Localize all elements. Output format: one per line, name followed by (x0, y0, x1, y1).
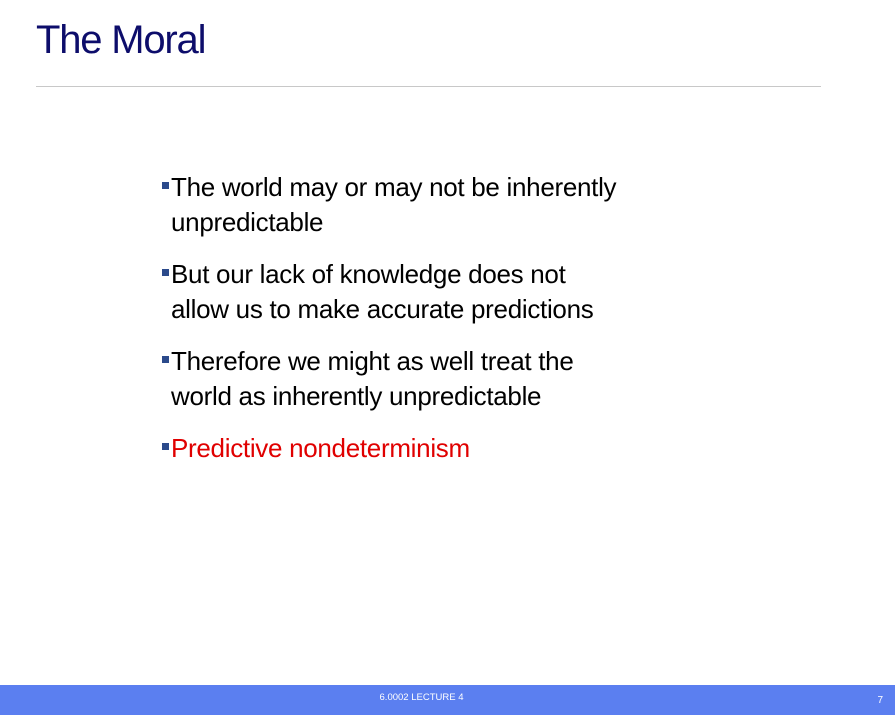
square-bullet-icon (162, 182, 169, 189)
bullet-text: But our lack of knowledge does not allow… (171, 259, 594, 324)
bullet-item: The world may or may not be inherently u… (162, 170, 622, 239)
footer-bar: 6.0002 LECTURE 4 7 (0, 685, 895, 715)
bullet-text: Therefore we might as well treat the wor… (171, 346, 574, 411)
bullet-list: The world may or may not be inherently u… (162, 170, 622, 484)
bullet-item: Therefore we might as well treat the wor… (162, 344, 622, 413)
bullet-item: Predictive nondeterminism (162, 431, 622, 466)
square-bullet-icon (162, 443, 169, 450)
slide-title: The Moral (36, 18, 206, 62)
footer-course-label: 6.0002 LECTURE 4 (379, 692, 464, 703)
bullet-text-highlighted: Predictive nondeterminism (171, 433, 470, 463)
title-divider (36, 86, 821, 87)
square-bullet-icon (162, 356, 169, 363)
square-bullet-icon (162, 269, 169, 276)
bullet-text: The world may or may not be inherently u… (171, 172, 617, 237)
bullet-item: But our lack of knowledge does not allow… (162, 257, 622, 326)
slide-number: 7 (877, 695, 883, 706)
